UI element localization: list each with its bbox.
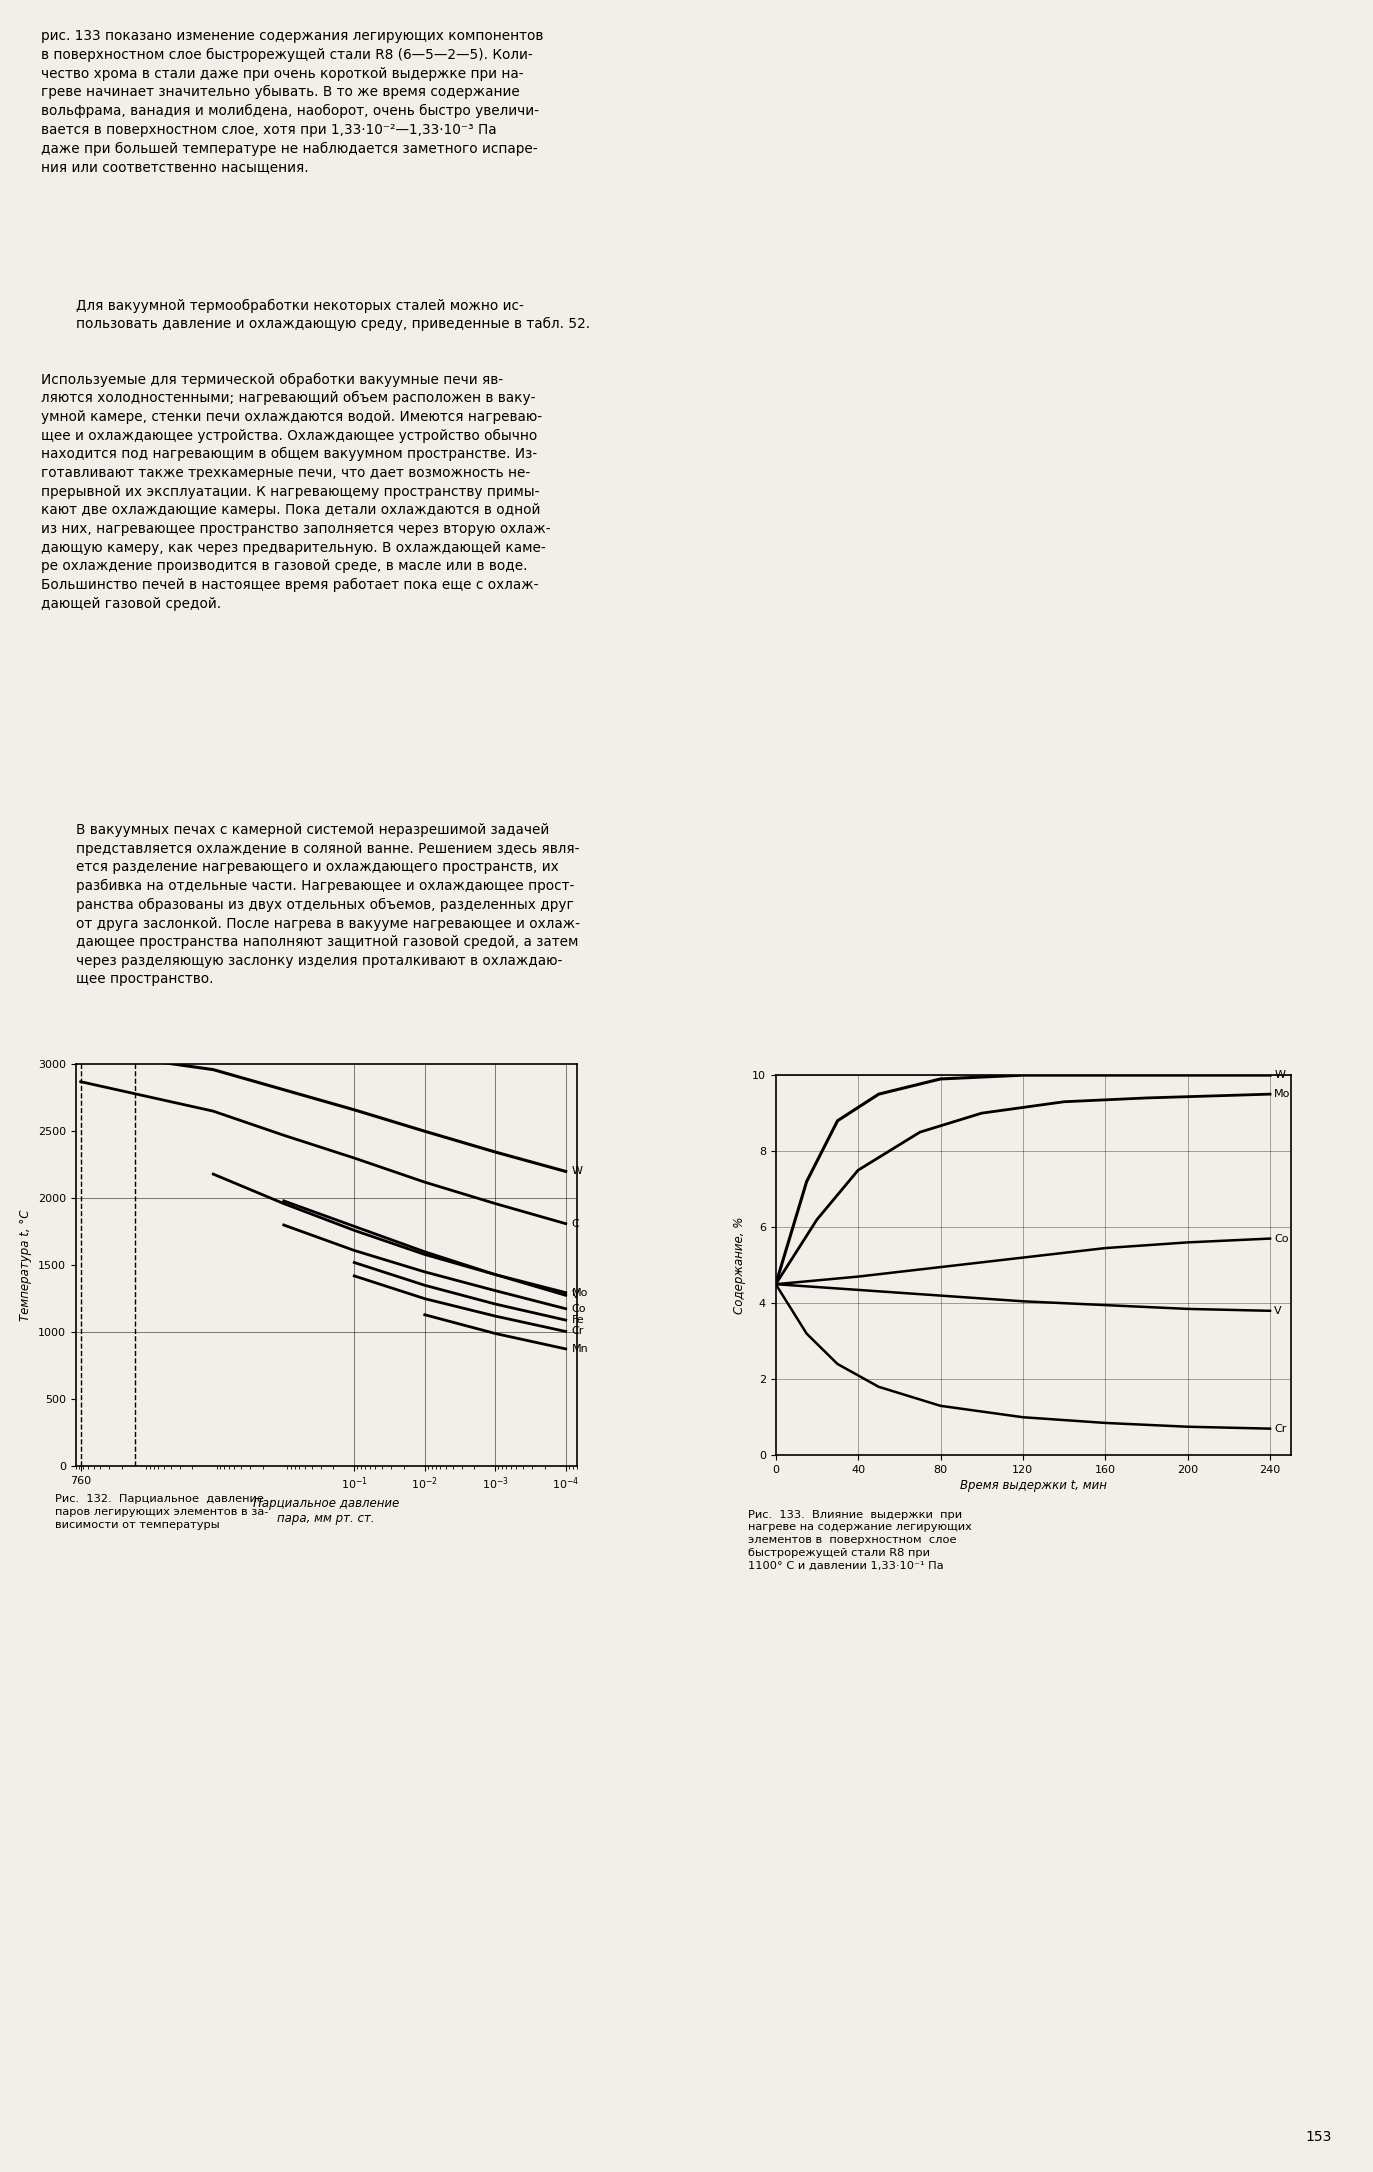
- Text: Cr: Cr: [571, 1327, 584, 1336]
- Text: Co: Co: [571, 1303, 586, 1314]
- Text: Рис.  132.  Парциальное  давление
паров легирующих элементов в за-
висимости от : Рис. 132. Парциальное давление паров лег…: [55, 1494, 268, 1529]
- Text: Mo: Mo: [1274, 1088, 1291, 1099]
- Y-axis label: Содержание, %: Содержание, %: [733, 1216, 747, 1314]
- Text: W: W: [571, 1166, 582, 1177]
- Text: Для вакуумной термообработки некоторых сталей можно ис-
пользовать давление и ох: Для вакуумной термообработки некоторых с…: [76, 298, 589, 332]
- Text: рис. 133 показано изменение содержания легирующих компонентов
в поверхностном сл: рис. 133 показано изменение содержания л…: [41, 30, 544, 174]
- Y-axis label: Температура t, °С: Температура t, °С: [19, 1210, 32, 1321]
- X-axis label: Время выдержки t, мин: Время выдержки t, мин: [960, 1479, 1107, 1492]
- Text: 153: 153: [1306, 2131, 1332, 2144]
- Text: V: V: [1274, 1305, 1282, 1316]
- Text: Используемые для термической обработки вакуумные печи яв-
ляются холодностенными: Используемые для термической обработки в…: [41, 374, 551, 610]
- Text: Fe: Fe: [571, 1314, 585, 1325]
- Text: В вакуумных печах с камерной системой неразрешимой задачей
представляется охлажд: В вакуумных печах с камерной системой не…: [76, 823, 579, 986]
- Text: W: W: [1274, 1071, 1285, 1079]
- Text: C: C: [571, 1218, 579, 1229]
- Text: Mo: Mo: [571, 1288, 588, 1297]
- Text: Mn: Mn: [571, 1344, 589, 1353]
- Text: Co: Co: [1274, 1234, 1289, 1245]
- Text: Рис.  133.  Влияние  выдержки  при
нагреве на содержание легирующих
элементов в : Рис. 133. Влияние выдержки при нагреве н…: [748, 1510, 972, 1570]
- Text: V: V: [571, 1290, 579, 1301]
- X-axis label: Парциальное давление
пара, мм рт. ст.: Парциальное давление пара, мм рт. ст.: [253, 1497, 400, 1525]
- Text: Cr: Cr: [1274, 1423, 1287, 1434]
